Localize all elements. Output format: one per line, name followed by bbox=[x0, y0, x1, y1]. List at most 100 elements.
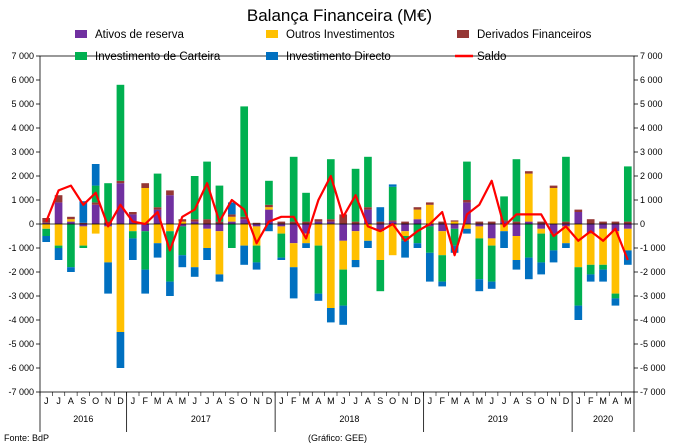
ytick-label-left: 2 000 bbox=[11, 171, 34, 181]
bar-segment bbox=[190, 221, 199, 224]
bar-segment bbox=[54, 245, 63, 248]
month-label: M bbox=[599, 396, 607, 406]
year-label: 2020 bbox=[593, 414, 613, 424]
bar-segment bbox=[524, 173, 533, 222]
bar-segment bbox=[67, 219, 75, 222]
bar-segment bbox=[599, 221, 607, 224]
bar-segment bbox=[611, 231, 620, 294]
bar-segment bbox=[91, 204, 100, 224]
month-label: J bbox=[205, 396, 210, 406]
bar-segment bbox=[302, 243, 310, 248]
bar-segment bbox=[586, 264, 595, 275]
month-label: J bbox=[489, 396, 494, 406]
bar-segment bbox=[599, 264, 607, 270]
bar-segment bbox=[364, 156, 372, 208]
bar-segment bbox=[413, 219, 422, 224]
bar-segment bbox=[289, 267, 298, 299]
bar-segment bbox=[351, 224, 360, 232]
bar-segment bbox=[623, 166, 632, 222]
ytick-label-right: -7 000 bbox=[640, 387, 666, 397]
bar-segment bbox=[277, 233, 286, 258]
bar-segment bbox=[240, 106, 249, 217]
bar-segment bbox=[265, 180, 273, 205]
bar-segment bbox=[562, 221, 570, 224]
bar-segment bbox=[178, 224, 187, 227]
month-label: F bbox=[291, 396, 297, 406]
month-label: M bbox=[179, 396, 187, 406]
ytick-label-right: 1 000 bbox=[640, 195, 663, 205]
bar-segment bbox=[215, 274, 224, 282]
bar-segment bbox=[91, 164, 100, 186]
bar-segment bbox=[425, 204, 434, 224]
bar-segment bbox=[128, 224, 137, 232]
bar-segment bbox=[376, 231, 385, 260]
month-label: N bbox=[105, 396, 112, 406]
bar-segment bbox=[388, 221, 397, 224]
bar-segment bbox=[413, 243, 422, 248]
bar-segment bbox=[351, 231, 360, 260]
bar-segment bbox=[141, 231, 150, 270]
bar-segment bbox=[314, 221, 323, 224]
bar-segment bbox=[265, 209, 273, 224]
bar-segment bbox=[314, 293, 323, 301]
bar-segment bbox=[277, 224, 286, 227]
bar-segment bbox=[240, 219, 249, 224]
bar-segment bbox=[537, 233, 546, 263]
bar-segment bbox=[178, 226, 187, 256]
ytick-label-left: 5 000 bbox=[11, 99, 34, 109]
bar-segment bbox=[116, 84, 125, 181]
bar-segment bbox=[562, 224, 570, 227]
bar-segment bbox=[166, 281, 174, 296]
bar-segment bbox=[277, 221, 286, 224]
ytick-label-left: -2 000 bbox=[8, 267, 34, 277]
bar-segment bbox=[153, 209, 162, 224]
credit-note: (Gráfico: GEE) bbox=[308, 433, 367, 443]
legend-label: Investimento de Carteira bbox=[95, 51, 221, 63]
month-label: J bbox=[192, 396, 197, 406]
month-label: A bbox=[68, 396, 74, 406]
month-label: N bbox=[402, 396, 409, 406]
bar-segment bbox=[141, 269, 150, 294]
bar-segment bbox=[611, 224, 620, 232]
bar-segment bbox=[524, 171, 533, 174]
bar-segment bbox=[425, 252, 434, 282]
bar-segment bbox=[227, 214, 236, 217]
ytick-label-right: 2 000 bbox=[640, 171, 663, 181]
bar-segment bbox=[388, 186, 397, 221]
bar-segment bbox=[623, 228, 632, 251]
bar-segment bbox=[104, 226, 112, 263]
chart-title: Balança Financeira (M€) bbox=[246, 6, 433, 25]
bar-segment bbox=[574, 305, 583, 320]
bar-segment bbox=[500, 196, 508, 221]
month-label: A bbox=[167, 396, 173, 406]
bar-segment bbox=[562, 243, 570, 248]
bar-segment bbox=[463, 200, 471, 203]
bar-segment bbox=[500, 224, 508, 232]
bar-segment bbox=[178, 221, 187, 224]
month-label: O bbox=[92, 396, 99, 406]
bar-segment bbox=[326, 224, 335, 308]
bar-segment bbox=[438, 281, 447, 287]
bar-segment bbox=[611, 221, 620, 224]
legend-swatch bbox=[457, 30, 469, 38]
bar-segment bbox=[425, 202, 434, 205]
bar-segment bbox=[364, 240, 372, 248]
bar-segment bbox=[438, 231, 447, 256]
bar-segment bbox=[401, 236, 409, 241]
bar-segment bbox=[364, 207, 372, 210]
bar-segment bbox=[623, 221, 632, 224]
ytick-label-left: -5 000 bbox=[8, 339, 34, 349]
bar-segment bbox=[549, 233, 558, 251]
bar-segment bbox=[438, 221, 447, 224]
month-label: J bbox=[428, 396, 433, 406]
bar-segment bbox=[314, 219, 323, 222]
month-label: J bbox=[44, 396, 49, 406]
ytick-label-right: 4 000 bbox=[640, 123, 663, 133]
bar-segment bbox=[562, 156, 570, 222]
month-label: A bbox=[513, 396, 519, 406]
bar-segment bbox=[623, 224, 632, 229]
legend-swatch bbox=[266, 30, 278, 38]
bar-segment bbox=[252, 222, 261, 224]
bar-segment bbox=[91, 202, 100, 205]
year-label: 2019 bbox=[488, 414, 508, 424]
